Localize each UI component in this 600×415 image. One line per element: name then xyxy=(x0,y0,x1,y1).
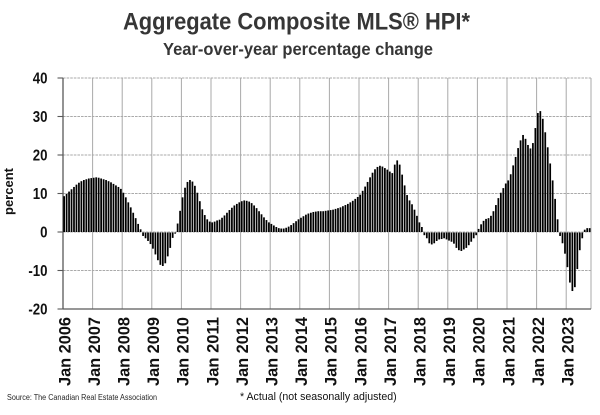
svg-text:Jan 2015: Jan 2015 xyxy=(323,317,341,386)
svg-text:Jan 2016: Jan 2016 xyxy=(352,317,370,386)
svg-text:Year-over-year percentage chan: Year-over-year percentage change xyxy=(163,39,433,59)
svg-text:Jan 2009: Jan 2009 xyxy=(145,317,163,386)
svg-text:Jan 2006: Jan 2006 xyxy=(56,317,74,386)
svg-text:percent: percent xyxy=(1,167,16,215)
svg-text:Jan 2021: Jan 2021 xyxy=(500,317,518,386)
svg-text:30: 30 xyxy=(33,109,48,126)
svg-text:0: 0 xyxy=(40,225,47,242)
svg-text:Jan 2010: Jan 2010 xyxy=(175,317,193,386)
svg-text:20: 20 xyxy=(33,148,48,165)
svg-text:-10: -10 xyxy=(28,263,47,280)
svg-text:Jan 2007: Jan 2007 xyxy=(86,317,104,386)
svg-text:Jan 2011: Jan 2011 xyxy=(204,317,222,386)
svg-text:Jan 2023: Jan 2023 xyxy=(560,317,578,386)
svg-text:10: 10 xyxy=(33,186,48,203)
svg-text:Source: The Canadian Real Esta: Source: The Canadian Real Estate Associa… xyxy=(7,392,157,402)
svg-text:Jan 2014: Jan 2014 xyxy=(293,316,311,386)
svg-text:Jan 2013: Jan 2013 xyxy=(264,317,282,386)
svg-text:Jan 2020: Jan 2020 xyxy=(471,317,489,386)
svg-text:Jan 2018: Jan 2018 xyxy=(412,317,430,386)
svg-text:Aggregate Composite MLS® HPI*: Aggregate Composite MLS® HPI* xyxy=(123,9,471,36)
svg-text:* Actual (not seasonally adjus: * Actual (not seasonally adjusted) xyxy=(240,391,397,403)
svg-text:Jan 2017: Jan 2017 xyxy=(382,317,400,386)
svg-text:Jan 2012: Jan 2012 xyxy=(234,317,252,386)
svg-text:40: 40 xyxy=(33,71,48,88)
svg-text:-20: -20 xyxy=(28,302,47,319)
svg-text:Jan 2022: Jan 2022 xyxy=(530,317,548,386)
svg-text:Jan 2019: Jan 2019 xyxy=(441,317,459,386)
svg-text:Jan 2008: Jan 2008 xyxy=(116,317,134,386)
